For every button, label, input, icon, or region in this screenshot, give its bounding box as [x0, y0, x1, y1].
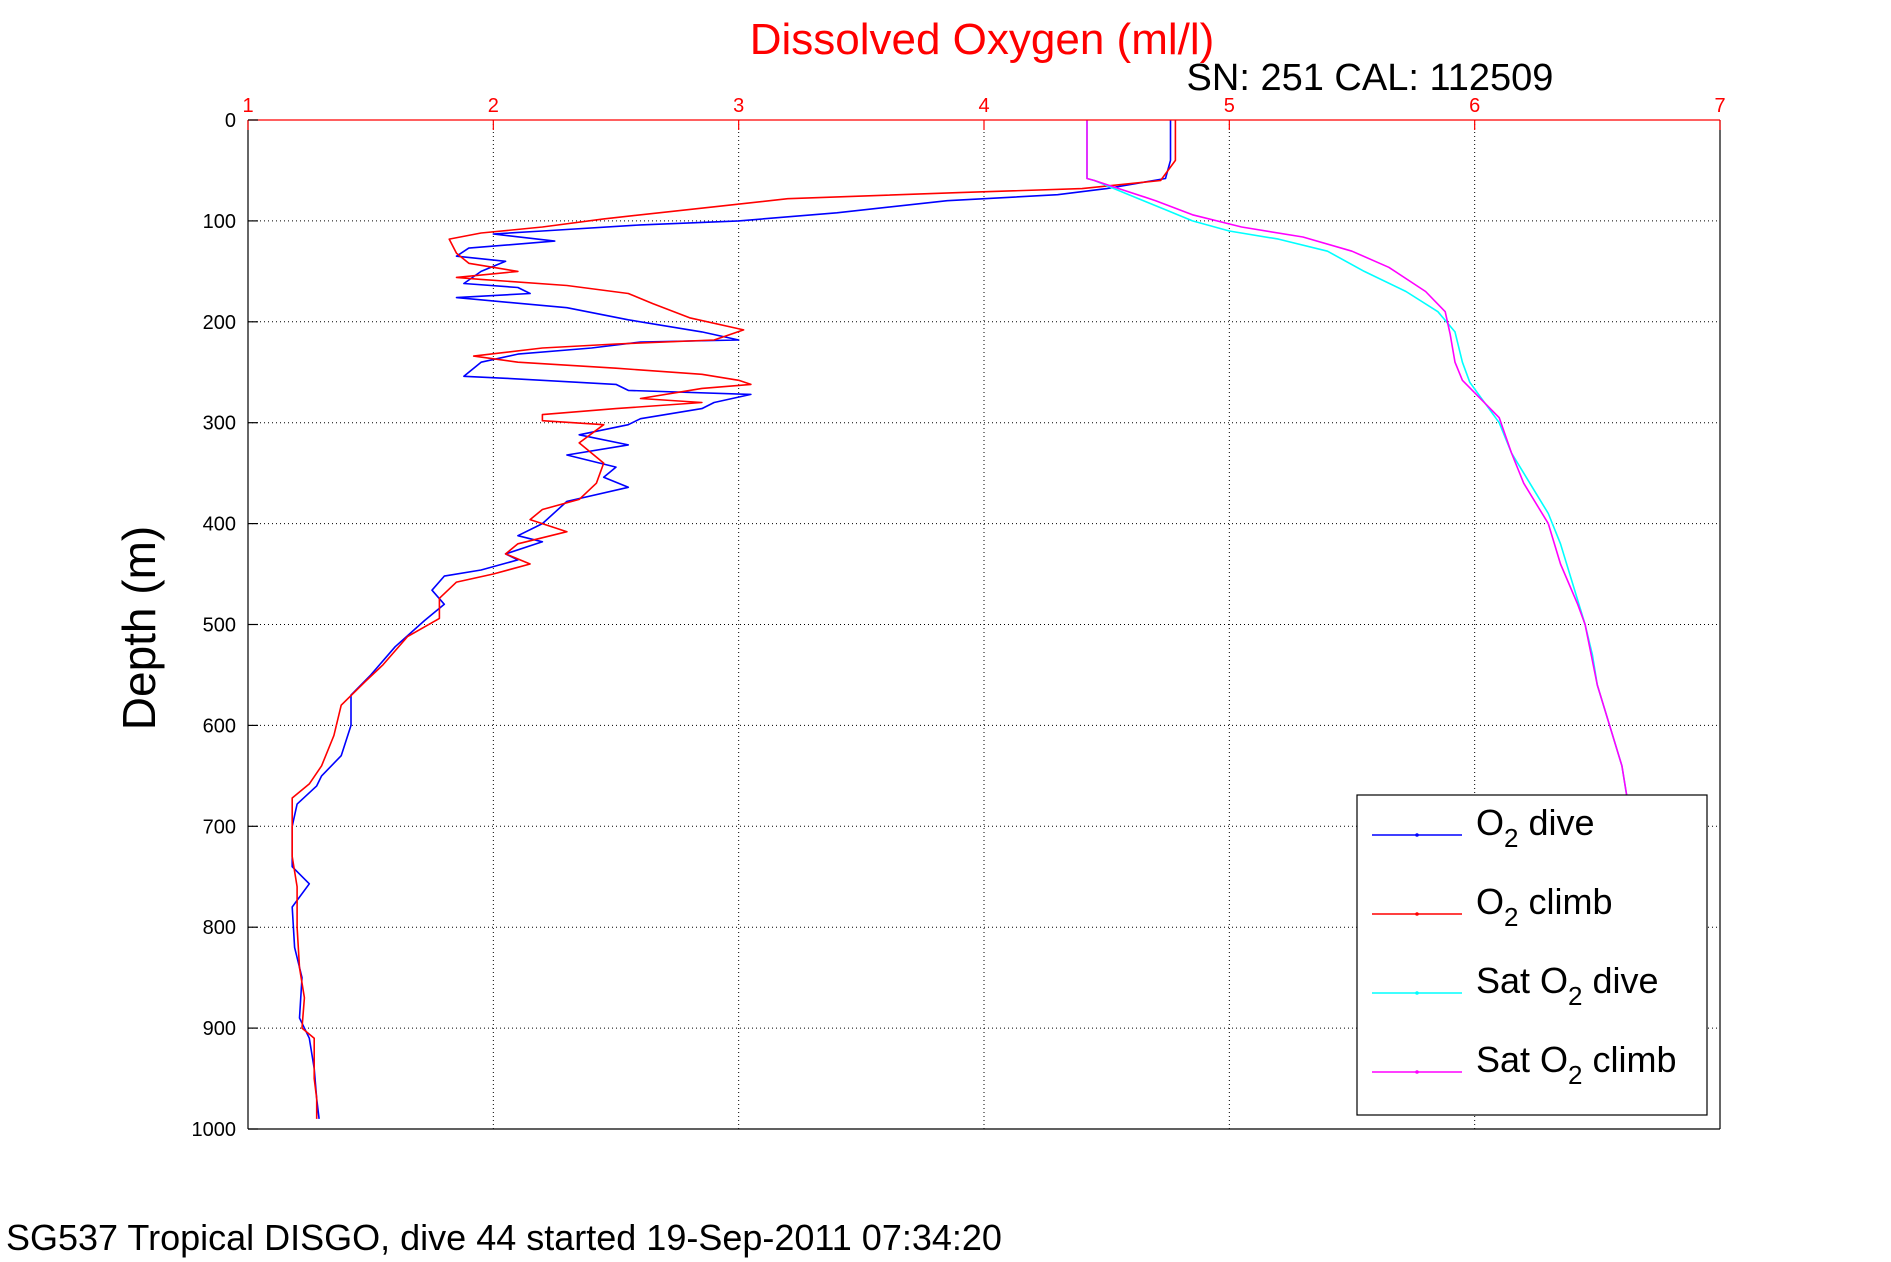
series-line-3 — [1086, 120, 1628, 797]
x-tick-label-4: 4 — [978, 95, 989, 117]
x-tick-label-6: 6 — [1469, 95, 1480, 117]
chart-title: Dissolved Oxygen (ml/l) — [750, 15, 1215, 64]
legend-marker-1 — [1415, 912, 1419, 916]
y-tick-label-0: 0 — [225, 110, 236, 132]
y-tick-label-800: 800 — [203, 917, 236, 939]
y-axis-label: Depth (m) — [113, 526, 165, 730]
legend-label-2: Sat O2 dive — [1476, 960, 1659, 1011]
x-tick-label-7: 7 — [1714, 95, 1725, 117]
y-tick-label-500: 500 — [203, 615, 236, 637]
y-tick-label-400: 400 — [203, 514, 236, 536]
y-tick-label-300: 300 — [203, 413, 236, 435]
x-tick-label-1: 1 — [242, 95, 253, 117]
legend-label-3: Sat O2 climb — [1476, 1039, 1677, 1090]
legend-label-1: O2 climb — [1476, 881, 1613, 932]
tick-labels: 1 2 3 4 5 6 7 0 100 200 300 400 500 600 700 800 900 1000 — [192, 95, 1726, 1141]
y-tick-label-1000: 1000 — [192, 1119, 237, 1141]
series-line-0 — [291, 120, 1172, 1119]
y-tick-label-700: 700 — [203, 816, 236, 838]
chart-subtitle: SN: 251 CAL: 112509 — [1187, 57, 1554, 99]
series-lines — [291, 120, 1628, 1119]
grid — [248, 120, 1720, 1129]
y-tick-label-600: 600 — [203, 715, 236, 737]
legend-box — [1356, 794, 1708, 1116]
x-tick-label-2: 2 — [488, 95, 499, 117]
legend-marker-0 — [1415, 833, 1419, 837]
axes — [247, 119, 1721, 1130]
y-tick-label-900: 900 — [203, 1018, 236, 1040]
legend: O2 dive O2 climb Sat O2 dive Sat O2 climb — [1356, 794, 1708, 1116]
figure-caption: SG537 Tropical DISGO, dive 44 started 19… — [6, 1217, 1002, 1258]
legend-marker-3 — [1415, 1070, 1419, 1074]
x-tick-label-3: 3 — [733, 95, 744, 117]
x-tick-label-5: 5 — [1224, 95, 1235, 117]
series-line-1 — [291, 120, 1177, 1119]
legend-marker-2 — [1415, 991, 1419, 995]
legend-label-0: O2 dive — [1476, 802, 1595, 853]
y-tick-label-200: 200 — [203, 312, 236, 334]
y-tick-label-100: 100 — [203, 211, 236, 233]
